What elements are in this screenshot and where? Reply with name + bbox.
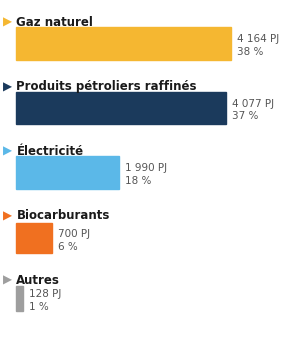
- Text: 18 %: 18 %: [125, 176, 151, 186]
- Text: ▶: ▶: [3, 209, 12, 222]
- Bar: [16, 223, 52, 253]
- Text: ▶: ▶: [3, 16, 12, 29]
- Bar: [16, 286, 23, 311]
- Text: 37 %: 37 %: [232, 112, 259, 121]
- Text: 1 990 PJ: 1 990 PJ: [125, 164, 167, 173]
- Text: 128 PJ: 128 PJ: [29, 289, 61, 299]
- Text: ▶: ▶: [3, 145, 12, 158]
- Text: 38 %: 38 %: [237, 47, 263, 57]
- Bar: [16, 92, 226, 124]
- Text: 4 077 PJ: 4 077 PJ: [232, 99, 274, 109]
- Bar: [16, 156, 119, 189]
- Text: ▶: ▶: [3, 80, 12, 93]
- Text: ▶: ▶: [3, 274, 12, 287]
- Text: 4 164 PJ: 4 164 PJ: [237, 34, 279, 44]
- Text: 1 %: 1 %: [29, 302, 49, 312]
- Text: Électricité: Électricité: [16, 145, 83, 158]
- Text: 700 PJ: 700 PJ: [58, 229, 91, 239]
- Text: 6 %: 6 %: [58, 241, 78, 252]
- Bar: [16, 27, 231, 60]
- Text: Produits pétroliers raffinés: Produits pétroliers raffinés: [16, 80, 197, 93]
- Text: Autres: Autres: [16, 274, 60, 287]
- Text: Gaz naturel: Gaz naturel: [16, 16, 93, 29]
- Text: Biocarburants: Biocarburants: [16, 209, 110, 222]
